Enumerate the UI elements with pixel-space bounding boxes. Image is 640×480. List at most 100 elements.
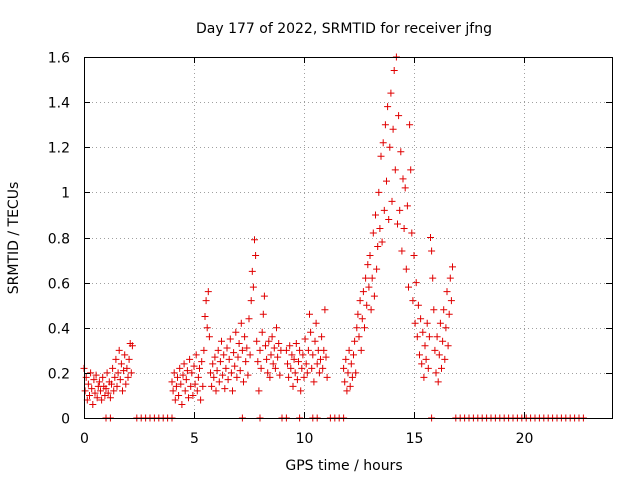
data-point [92,371,100,379]
data-point [432,369,440,377]
data-point [419,328,427,336]
data-point [400,224,408,232]
axis-ticks: 0 0.2 0.4 0.6 0.8 1 1.2 1.4 1.6 0 5 10 15 20 [48,51,612,447]
data-point [387,89,395,97]
data-point [445,310,453,318]
data-point [285,373,293,381]
data-point [210,373,218,381]
data-point [282,346,290,354]
data-point [304,346,312,354]
data-point [410,252,418,260]
data-point [260,292,268,300]
data-point [198,358,206,366]
data-point [436,319,444,327]
y-tick-label: 0.2 [48,367,70,383]
data-point [421,342,429,350]
data-point [188,369,196,377]
data-point [384,103,392,111]
data-point [351,337,359,345]
data-point [296,346,304,354]
data-point [112,355,120,363]
data-point [347,360,355,368]
data-point [103,369,111,377]
data-point [208,382,216,390]
data-point [271,364,279,372]
data-point [238,346,246,354]
data-point [255,387,263,395]
data-point [191,380,199,388]
data-point [403,202,411,210]
chart-title: Day 177 of 2022, SRMTID for receiver jfn… [196,21,492,37]
data-point [417,315,425,323]
data-point [368,274,376,282]
data-point [232,328,240,336]
data-point [223,344,231,352]
y-tick-label: 0 [61,412,70,428]
data-point [124,373,132,381]
data-point [237,319,245,327]
data-point [378,238,386,246]
data-point [262,342,269,350]
data-point [192,351,200,359]
data-point [98,396,106,404]
data-point [358,315,366,323]
data-point [226,335,234,343]
data-point [244,371,252,379]
data-point [109,364,117,372]
data-point [293,376,301,384]
data-point [171,396,179,404]
data-point [308,364,316,372]
data-point [242,358,250,366]
data-point [193,387,201,395]
x-axis-title: GPS time / hours [285,458,402,474]
data-point [264,369,272,377]
data-point [251,236,258,244]
data-point [321,306,329,314]
data-point [127,369,135,377]
data-point [189,391,197,399]
data-point [172,382,180,390]
data-point [227,369,235,377]
data-point [433,333,441,341]
data-point [376,224,384,232]
data-point [256,346,264,354]
data-point [299,351,307,359]
data-point [202,297,210,305]
data-point [200,346,208,354]
data-point [265,337,273,345]
data-point [178,400,186,408]
data-point [259,310,267,318]
data-point [219,371,227,379]
data-point [97,387,104,395]
data-point [108,380,115,388]
data-point [405,283,412,291]
data-point [441,355,449,363]
data-point [343,387,351,395]
data-point [372,211,379,219]
data-point [204,288,212,296]
data-point [364,261,372,269]
data-point [346,382,354,390]
data-point [90,376,98,384]
data-point [175,391,183,399]
data-point [307,328,315,336]
data-point [438,364,445,372]
data-point [361,324,368,332]
data-point [275,340,283,348]
data-point [287,364,295,372]
data-point [253,337,261,345]
data-point [431,346,439,354]
data-point [257,364,265,372]
data-point [241,333,249,341]
data-point [246,351,254,359]
data-point [380,206,388,214]
data-point [86,391,93,399]
data-point [297,387,305,395]
data-point [233,373,241,381]
data-point [396,206,404,214]
data-point [434,378,442,386]
data-point [221,385,229,393]
data-point [313,360,321,368]
data-point [235,340,243,348]
data-point [318,333,326,341]
